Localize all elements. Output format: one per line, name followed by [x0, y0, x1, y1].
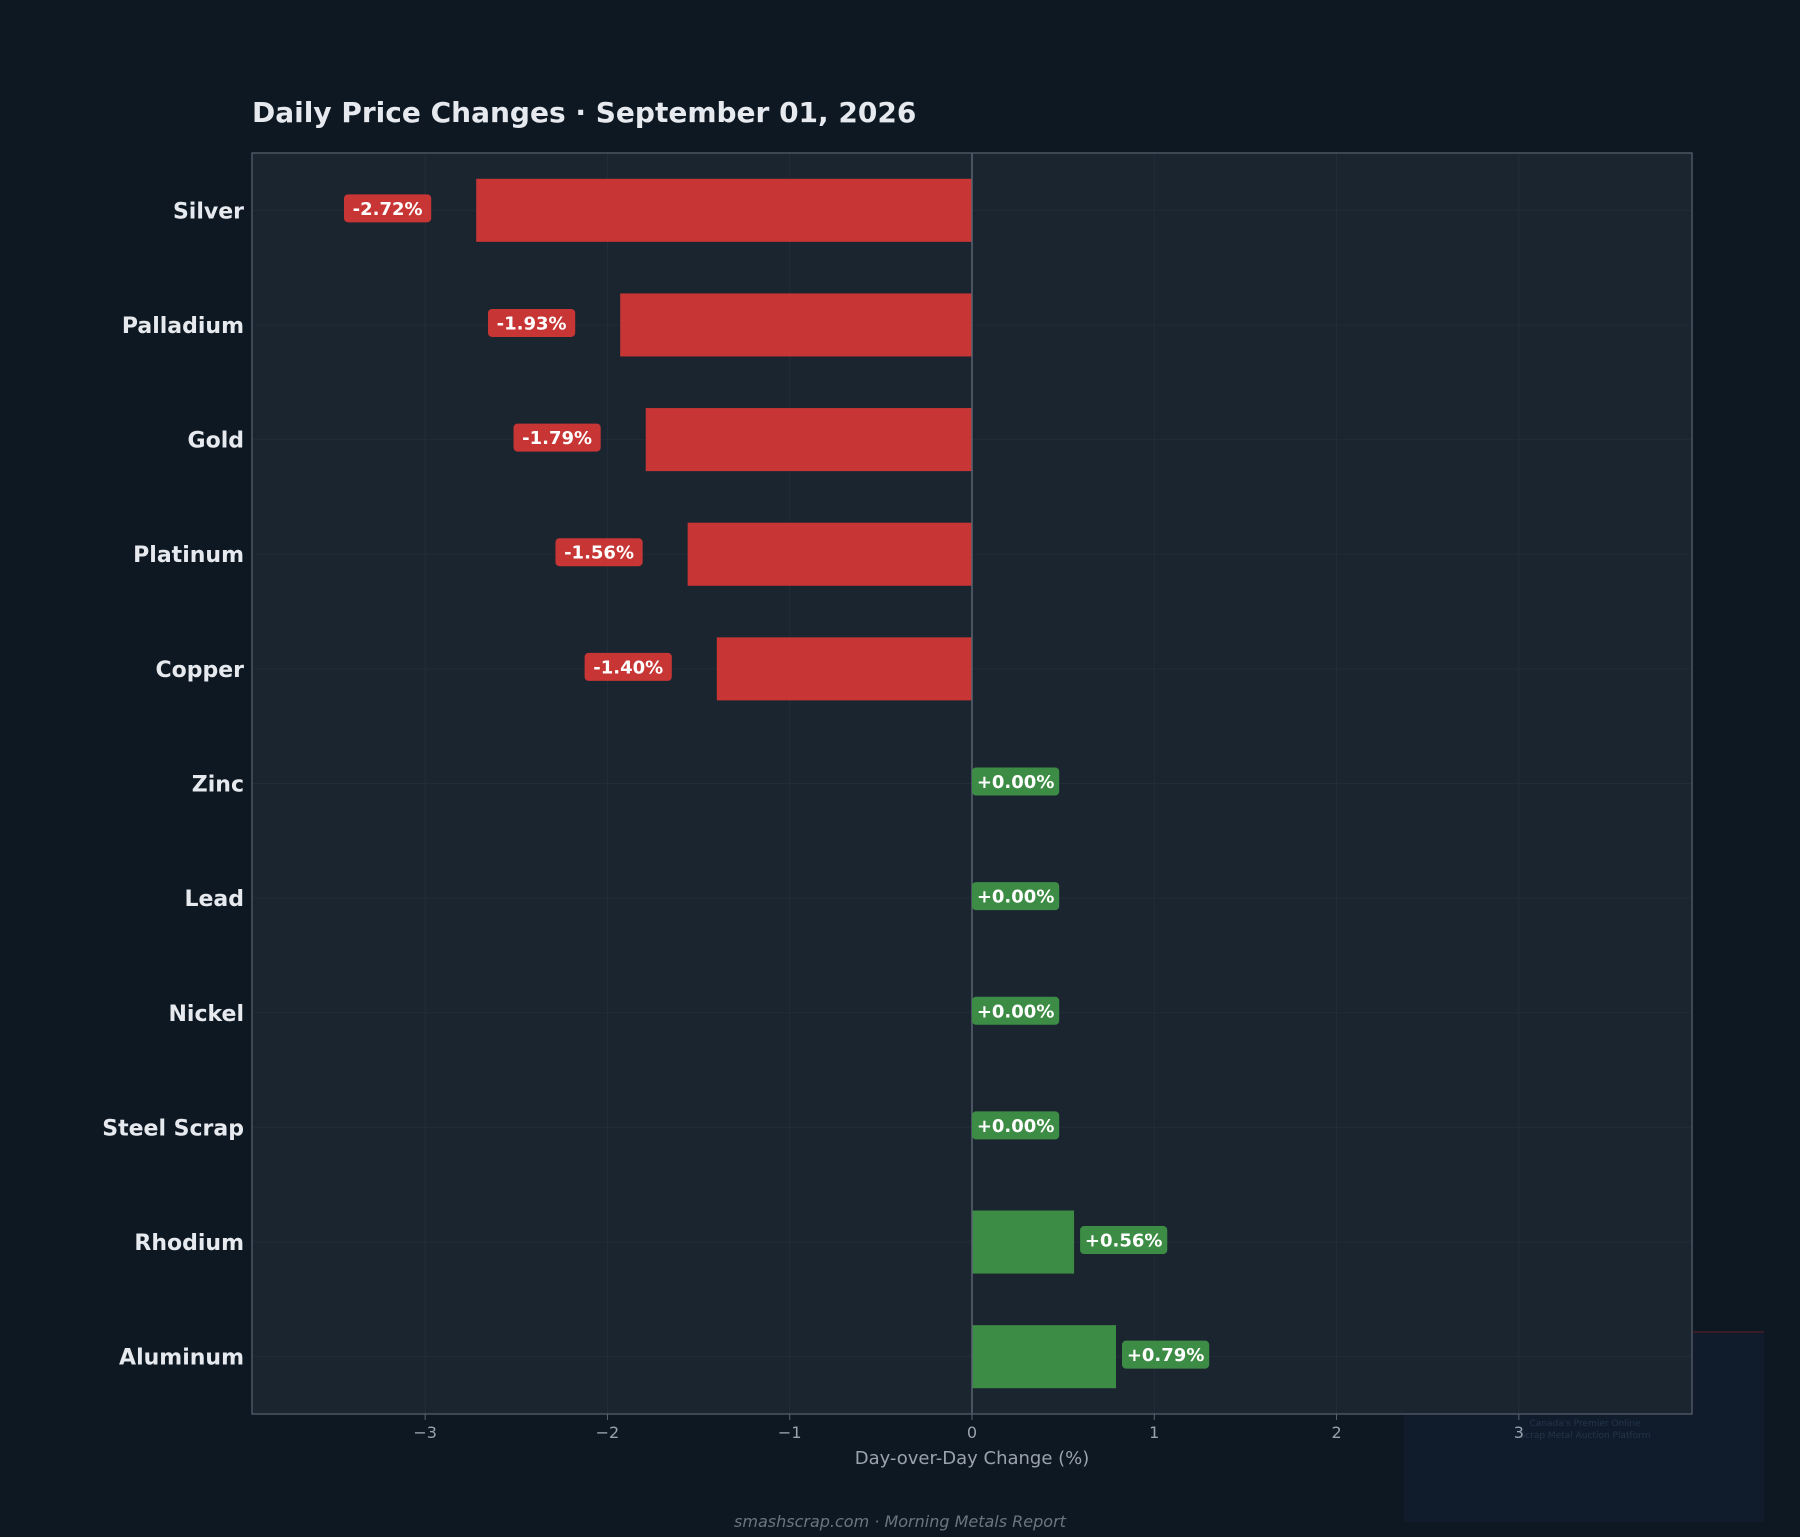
value-label-silver: -2.72% [353, 199, 423, 220]
bar-copper [716, 637, 972, 701]
value-badge-silver [344, 194, 432, 223]
value-label-palladium: -1.93% [497, 313, 567, 334]
category-labels: Silver Palladium Gold Platinum Copper Zinc Lea… [102, 199, 244, 1370]
value-label-gold: -1.79% [522, 428, 592, 449]
category-label-steel-scrap: Steel Scrap [102, 1116, 244, 1141]
bars [476, 178, 1116, 1389]
watermark-line-2: Scrap Metal Auction Platform [1519, 1431, 1650, 1441]
bar-gold [645, 408, 972, 472]
category-label-silver: Silver [173, 199, 244, 224]
value-badge-aluminum [1122, 1340, 1210, 1369]
footer-text: smashscrap.com · Morning Metals Report [734, 1512, 1067, 1531]
x-tick-label: 3 [1514, 1423, 1524, 1442]
value-label-zinc: +0.00% [977, 772, 1055, 793]
category-label-rhodium: Rhodium [134, 1231, 244, 1256]
category-label-palladium: Palladium [122, 314, 244, 339]
x-tick-label: 0 [967, 1423, 977, 1442]
chart-title: Daily Price Changes · September 01, 2026 [252, 96, 916, 129]
bar-aluminum [972, 1325, 1116, 1389]
value-label-platinum: -1.56% [564, 543, 634, 564]
value-badge-zinc [972, 767, 1060, 796]
x-tick-label: 1 [1149, 1423, 1159, 1442]
bar-rhodium [972, 1210, 1075, 1274]
value-badge-steel-scrap [972, 1111, 1060, 1140]
category-label-aluminum: Aluminum [119, 1346, 244, 1371]
value-badge-rhodium [1080, 1226, 1168, 1255]
x-tick-label: −3 [413, 1423, 437, 1442]
category-label-platinum: Platinum [133, 543, 244, 568]
category-label-lead: Lead [184, 887, 244, 912]
value-badge-nickel [972, 996, 1060, 1025]
value-badge-palladium [488, 308, 576, 337]
value-badge-gold [513, 423, 601, 452]
value-label-steel-scrap: +0.00% [977, 1116, 1055, 1137]
x-axis-label: Day-over-Day Change (%) [855, 1448, 1090, 1469]
x-tick-label: 2 [1331, 1423, 1341, 1442]
value-badge-platinum [555, 538, 643, 567]
value-label-copper: -1.40% [593, 657, 663, 678]
value-label-nickel: +0.00% [977, 1001, 1055, 1022]
x-tick-label: −1 [778, 1423, 802, 1442]
x-axis-ticks: −3 −2 −1 0 1 2 3 [413, 1414, 1524, 1442]
category-label-nickel: Nickel [169, 1002, 245, 1027]
category-label-copper: Copper [155, 658, 244, 683]
value-label-lead: +0.00% [977, 887, 1055, 908]
bar-palladium [620, 293, 972, 357]
value-badge-lead [972, 882, 1060, 911]
x-tick-label: −2 [596, 1423, 620, 1442]
category-label-zinc: Zinc [192, 773, 244, 798]
bar-platinum [687, 522, 972, 586]
bar-silver [476, 178, 972, 242]
watermark-line-1: Canada's Premier Online [1530, 1419, 1641, 1429]
value-label-aluminum: +0.79% [1127, 1345, 1205, 1366]
category-label-gold: Gold [188, 429, 244, 454]
value-labels: -2.72% -1.93% -1.79% -1.56% -1.40% +0.00% +0.0… [344, 194, 1210, 1369]
value-badge-copper [584, 652, 672, 681]
value-label-rhodium: +0.56% [1085, 1231, 1163, 1252]
